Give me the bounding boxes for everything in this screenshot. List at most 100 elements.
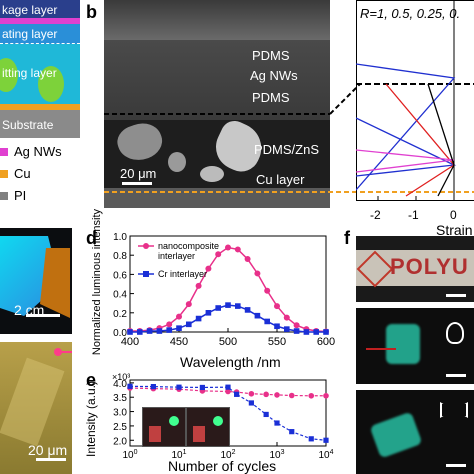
strain-xlabel: Strain [436, 222, 473, 238]
sem-particle [168, 152, 186, 172]
legend-marker [143, 271, 149, 277]
data-point [244, 256, 251, 263]
data-point [146, 328, 153, 334]
data-point [293, 322, 300, 329]
layer-stack-schematic: kage layer ating layer itting layer Subs… [0, 0, 80, 140]
strain-tick-label: -2 [370, 208, 381, 222]
data-point [288, 392, 295, 399]
data-point [303, 329, 310, 335]
cycling-chart: 100 101 102 103 104 2.0 2.5 3.0 3.5 4.0 [113, 379, 334, 460]
strain-plot-svg [355, 0, 474, 201]
r-values-label: R=1, 0.5, 0.25, 0. [360, 6, 461, 21]
data-point [127, 329, 133, 335]
sem-top-strip [104, 0, 330, 40]
data-point [225, 244, 231, 251]
data-point [186, 321, 192, 328]
sem-label-pdms-mid: PDMS [252, 90, 290, 105]
data-point [185, 301, 192, 308]
red-wire [366, 348, 396, 350]
sign-panel [356, 250, 474, 286]
texture-streak [0, 357, 65, 447]
substrate-band [0, 110, 80, 138]
pink-marker-line [62, 351, 72, 353]
coating-layer-band [0, 24, 80, 44]
d-xlabel: Wavelength /nm [180, 354, 281, 370]
legend-marker [143, 243, 149, 249]
x-tick-label: 100 [122, 449, 137, 460]
panel-letter-e: e [86, 370, 97, 390]
x-tick-label: 600 [317, 336, 335, 348]
y-tick-label: 0.8 [113, 251, 127, 262]
scale-bar [26, 314, 60, 317]
data-point [166, 321, 173, 328]
scale-label: 20 μm [120, 166, 157, 181]
data-point [323, 392, 329, 399]
data-point [176, 313, 182, 320]
legend-label: Cr interlayer [158, 269, 207, 279]
x-tick-label: 102 [220, 449, 235, 460]
glow-letters [386, 324, 420, 364]
legend-label: Cu [14, 166, 31, 181]
e-exponent: ×10³ [112, 372, 131, 382]
data-point [150, 384, 156, 390]
panel-letter-d: d [86, 228, 97, 248]
data-point [195, 315, 202, 322]
data-point [263, 411, 269, 418]
leakage-layer-strip [0, 18, 80, 24]
series-line [129, 385, 327, 441]
data-point [308, 392, 315, 399]
data-point [225, 388, 231, 395]
data-point [289, 429, 295, 435]
legend-swatch-agnws [0, 148, 8, 156]
plot-frame [356, 0, 474, 201]
scale-label: 2 cm [14, 302, 45, 318]
data-point [205, 310, 212, 316]
data-point [205, 265, 212, 272]
cu-strip [0, 104, 80, 110]
particle-shape [0, 58, 18, 92]
sem-label-agnws: Ag NWs [250, 68, 298, 83]
layer-label: itting layer [2, 66, 57, 80]
data-point [248, 390, 255, 397]
data-point [274, 420, 280, 426]
legend-label: PI [14, 188, 27, 203]
y-tick-label: 4.0 [113, 379, 127, 390]
strain-tick-label: -1 [408, 208, 419, 222]
data-point [274, 392, 280, 398]
inset-strip [149, 426, 161, 442]
sem-label-pdms-zns: PDMS/ZnS [254, 142, 320, 157]
scale-bar [36, 458, 66, 461]
data-point [254, 312, 261, 319]
data-point [264, 318, 270, 325]
data-point [293, 328, 300, 334]
data-point [274, 303, 280, 310]
layer-label: Substrate [2, 118, 54, 132]
y-tick-label: 0.4 [113, 290, 127, 301]
sign-text: POLYU [390, 254, 469, 279]
data-point [225, 384, 231, 390]
sem-label-cu-layer: Cu layer [256, 172, 305, 187]
data-point [254, 270, 261, 277]
data-point [156, 328, 163, 334]
data-point [323, 437, 329, 443]
e-xlabel: Number of cycles [168, 458, 277, 474]
y-tick-label: 3.5 [113, 393, 127, 404]
spectrum-chart: 400 450 500 550 600 0.0 0.2 0.4 0.6 0.8 1.0 nanocom… [113, 232, 335, 348]
panel-letter-b: b [86, 2, 97, 22]
scale-bar [446, 464, 466, 467]
data-point [264, 287, 271, 294]
x-tick-label: 550 [268, 336, 286, 348]
glow-photo [356, 308, 474, 384]
inset-photo [186, 407, 230, 447]
x-tick-label: 103 [269, 449, 284, 460]
glow-letters [369, 411, 423, 459]
data-point [176, 384, 182, 390]
y-tick-label: 2.5 [113, 422, 127, 433]
sem-particle [200, 166, 224, 182]
strain-curve-blue [355, 63, 456, 191]
leakage-layer-band [0, 0, 80, 22]
data-point [235, 303, 241, 309]
data-point [225, 302, 231, 308]
x-tick-label: 104 [318, 449, 333, 460]
data-point [244, 307, 251, 313]
